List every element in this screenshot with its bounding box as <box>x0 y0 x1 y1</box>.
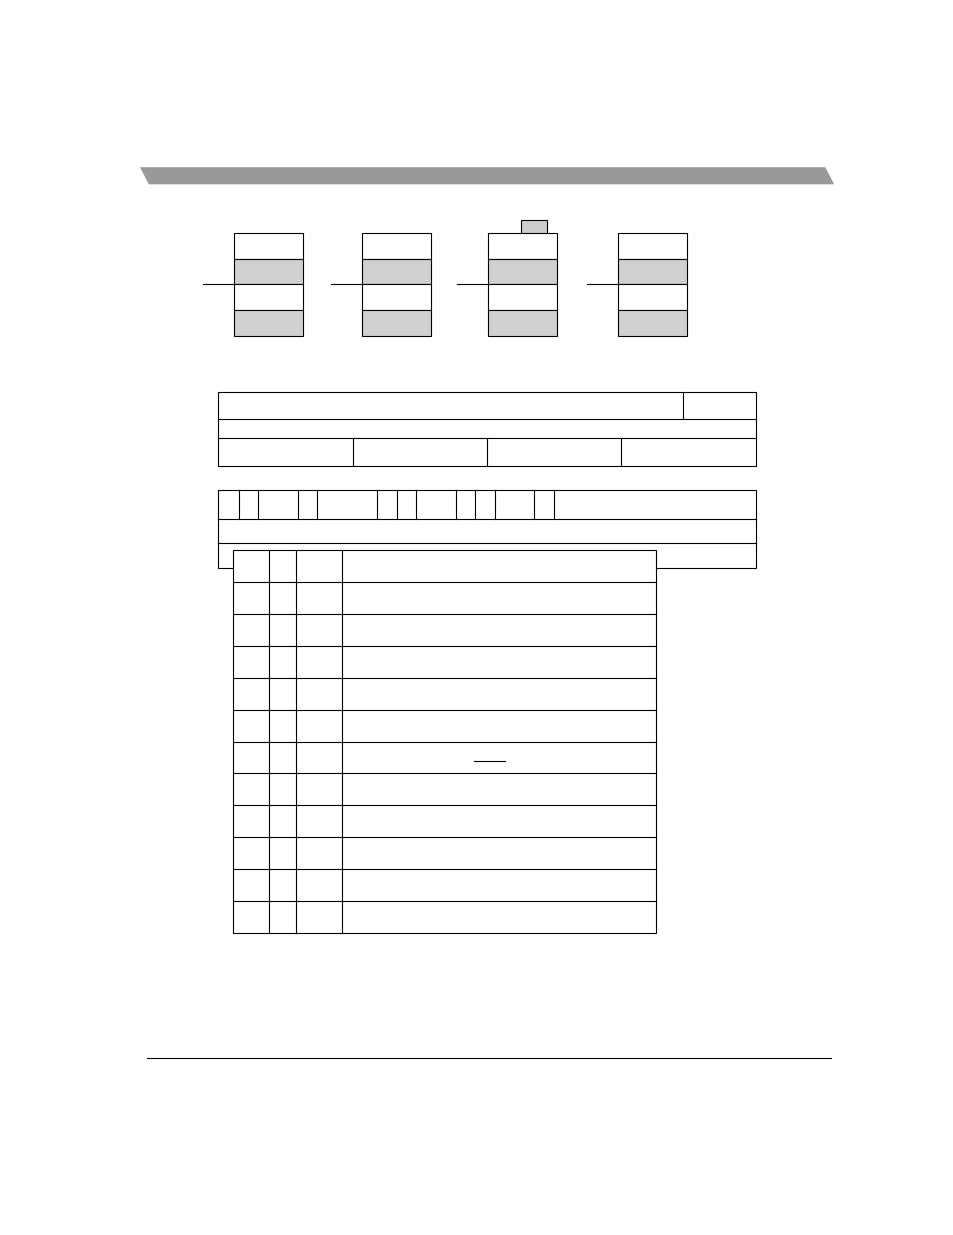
Bar <box>233 551 656 932</box>
Bar <box>618 233 686 258</box>
Bar <box>520 221 547 247</box>
Bar <box>488 258 557 284</box>
Bar <box>361 310 430 336</box>
Polygon shape <box>140 167 833 184</box>
Bar <box>218 391 755 466</box>
Bar <box>618 284 686 310</box>
Bar <box>488 310 557 336</box>
Bar <box>618 310 686 336</box>
Bar <box>618 258 686 284</box>
Bar <box>488 233 557 258</box>
Bar <box>233 310 302 336</box>
Bar <box>488 284 557 310</box>
Bar <box>218 489 755 568</box>
Bar <box>233 233 302 258</box>
Bar <box>233 258 302 284</box>
Bar <box>361 233 430 258</box>
Bar <box>361 258 430 284</box>
Bar <box>361 284 430 310</box>
Bar <box>233 284 302 310</box>
